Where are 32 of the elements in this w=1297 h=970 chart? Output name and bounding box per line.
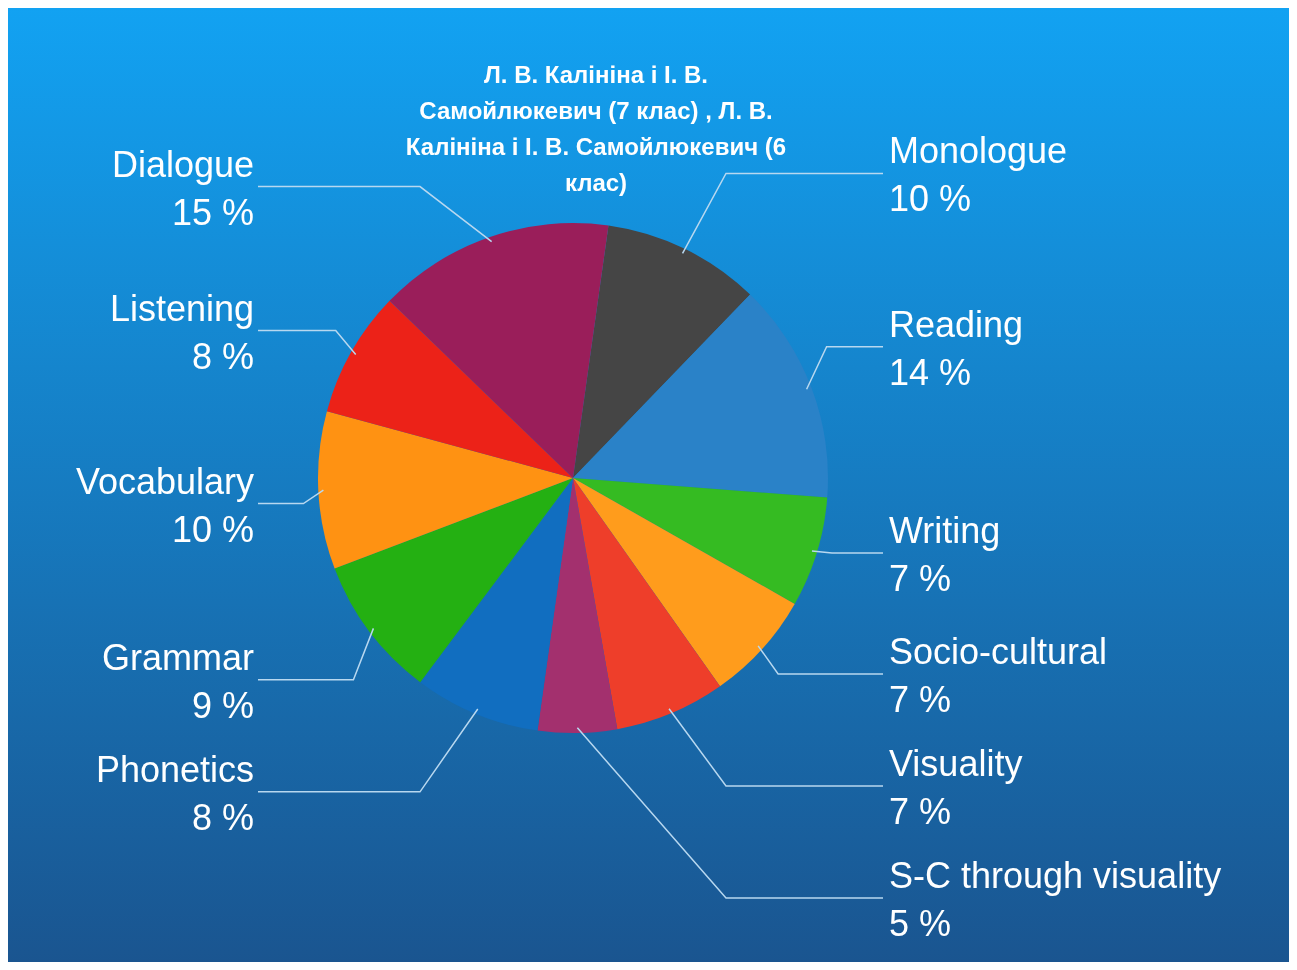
- data-label: 7 %: [889, 679, 952, 720]
- data-label: 10 %: [171, 508, 254, 550]
- slice-label: Listening: [109, 287, 254, 329]
- pie-slice: [420, 478, 573, 731]
- data-label: 8 %: [191, 335, 254, 377]
- pie-slice: [573, 294, 828, 498]
- slice-label: Dialogue: [111, 143, 254, 185]
- data-label: 14 %: [889, 351, 972, 393]
- pie-slice: [537, 478, 618, 733]
- slice-label: Writing: [889, 510, 1001, 552]
- pie-slice: [334, 478, 573, 683]
- pie-slice: [573, 478, 828, 604]
- pie-slice: [573, 478, 720, 730]
- data-label: 15 %: [171, 191, 254, 233]
- pie-slice: [573, 225, 751, 478]
- data-label: 7 %: [889, 791, 952, 832]
- slice-label: Visuality: [889, 743, 1023, 784]
- slice-label: Vocabulary: [75, 460, 254, 502]
- pie-slice: [389, 223, 609, 478]
- slice-label: Socio-cultural: [889, 631, 1108, 672]
- slice-label: Monologue: [889, 130, 1068, 172]
- data-label: 8 %: [191, 796, 254, 838]
- slice-label: S-C through visuality: [889, 855, 1222, 896]
- slice-label: Reading: [889, 303, 1024, 345]
- data-label: 7 %: [889, 558, 952, 600]
- slice-label: Phonetics: [95, 748, 254, 790]
- data-label: 9 %: [191, 684, 254, 726]
- data-label: 5 %: [889, 903, 952, 944]
- data-label: 10 %: [889, 178, 972, 220]
- chart-title: Л. В. Калініна і І. В. Самойлюкевич (7 клас) , Л. В. Калініна і І. В. Самойлюкевич (6 клас): [405, 61, 787, 196]
- slice-label: Grammar: [102, 636, 255, 678]
- pie-slice: [326, 300, 573, 478]
